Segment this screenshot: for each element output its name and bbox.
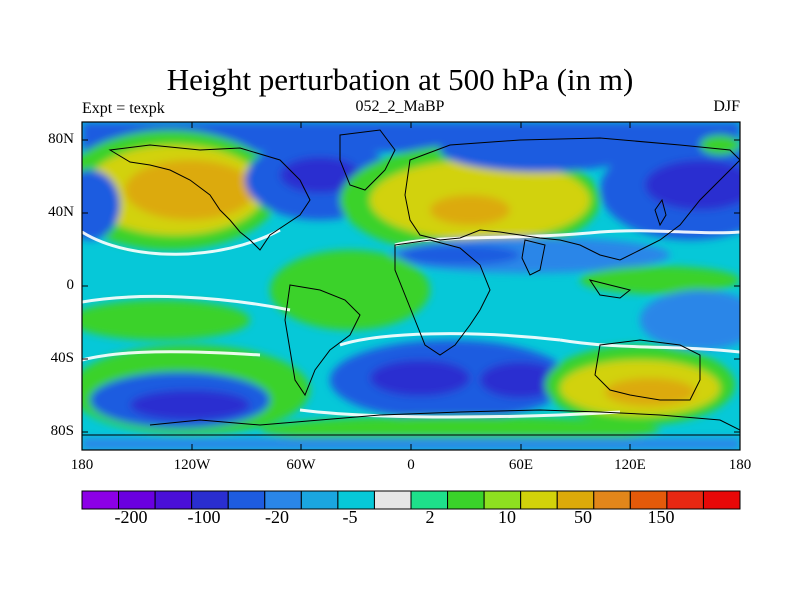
field-green-southern-ocean <box>260 416 660 444</box>
colorbar-swatch <box>702 490 741 510</box>
colorbar-swatch <box>81 490 120 510</box>
field-green-west-pacific <box>580 266 740 294</box>
coast-japan <box>654 198 667 227</box>
field-trough-siberia <box>440 128 640 172</box>
lon-label-0: 0 <box>407 457 415 473</box>
colorbar-swatch <box>447 490 485 510</box>
lon-label-120w: 120W <box>173 457 211 473</box>
colorbar-label-50: 50 <box>574 507 592 527</box>
field-blue-band-core <box>400 245 520 265</box>
right-subtitle: DJF <box>713 98 740 115</box>
colorbar-label-m5: -5 <box>342 507 358 527</box>
colorbar-label-m20: -20 <box>265 507 289 527</box>
colorbar-label-m200: -200 <box>114 507 148 527</box>
coast-antarctica <box>82 409 740 436</box>
left-subtitle: Expt = texpk <box>82 100 165 117</box>
field-trough-south-indian-core <box>370 360 470 396</box>
colorbar-label-m100: -100 <box>187 507 221 527</box>
coast-australia <box>594 339 701 401</box>
colorbar <box>81 490 741 510</box>
lon-label-120e: 120E <box>614 457 646 473</box>
lon-label-180w: 180 <box>70 457 94 473</box>
lat-label-80s: 80S <box>50 423 74 439</box>
lat-label-80n: 80N <box>48 131 74 147</box>
lon-label-60e: 60E <box>508 457 534 473</box>
field-small-green-ne <box>700 135 740 155</box>
contour-field <box>82 122 740 450</box>
coast-eurasia <box>404 137 740 261</box>
colorbar-swatch <box>373 490 412 510</box>
plot-title: Height perturbation at 500 hPa (in m) <box>166 62 634 97</box>
coast-africa <box>394 239 491 356</box>
colorbar-swatch <box>520 490 558 510</box>
field-green-south-pacific <box>82 300 250 340</box>
field-trough-pacific-core <box>645 160 740 210</box>
coast-south-america <box>284 284 361 397</box>
lon-label-180e: 180 <box>728 457 752 473</box>
field-highlat-orange-w <box>125 160 255 220</box>
colorbar-swatch <box>227 490 266 510</box>
colorbar-label-2: 2 <box>425 507 435 527</box>
coast-indonesia <box>588 279 632 299</box>
colorbar-swatch <box>593 490 631 510</box>
colorbar-swatch <box>300 490 339 510</box>
field-trough-south-indian-core2 <box>480 362 560 398</box>
colorbar-label-10: 10 <box>498 507 516 527</box>
zero-contours <box>82 228 740 419</box>
field-green-africa <box>270 250 430 330</box>
coastlines <box>82 129 740 436</box>
center-subtitle: 052_2_MaBP <box>355 98 445 115</box>
field-trough-west-edge <box>82 170 120 240</box>
coast-north-america <box>108 144 311 251</box>
field-trough-south-w-core <box>130 390 250 420</box>
field-blue-west-pacific <box>640 290 740 350</box>
lon-label-60w: 60W <box>286 457 316 473</box>
coast-india <box>521 239 546 276</box>
field-ridge-eurasia-orange <box>430 195 510 225</box>
colorbar-label-150: 150 <box>647 507 675 527</box>
lat-label-40s: 40S <box>50 350 74 366</box>
lat-label-40n: 40N <box>48 204 74 220</box>
axis-ticks <box>81 122 741 450</box>
field-trough-americas-core <box>280 157 360 193</box>
coast-greenland <box>339 129 396 191</box>
lat-label-eq: 0 <box>66 277 75 293</box>
colorbar-swatch <box>154 490 193 510</box>
field-ridge-australia-orange <box>605 378 695 406</box>
